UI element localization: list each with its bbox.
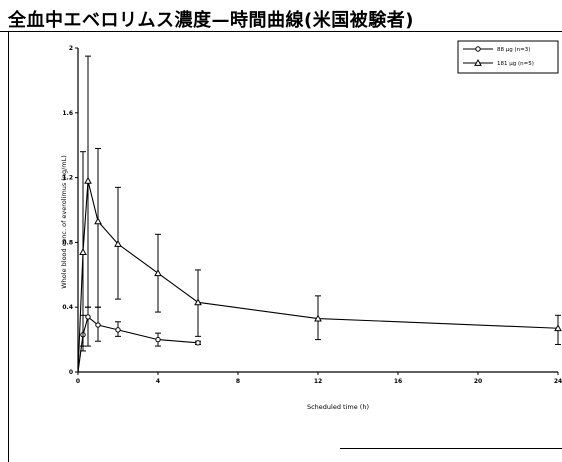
data-point bbox=[85, 314, 91, 320]
x-tick-label: 20 bbox=[474, 378, 482, 385]
data-point bbox=[115, 327, 121, 333]
y-tick-label: 0 bbox=[69, 369, 73, 376]
data-point bbox=[554, 324, 562, 332]
data-point bbox=[79, 248, 87, 256]
data-point bbox=[314, 314, 322, 322]
legend-item: 88 µg (n=3) bbox=[463, 46, 530, 53]
data-point bbox=[155, 336, 161, 343]
legend-box bbox=[457, 40, 559, 74]
frame-border-bottom bbox=[340, 448, 562, 449]
y-tick-label: 0.8 bbox=[62, 239, 73, 246]
data-point bbox=[194, 298, 202, 306]
data-point bbox=[84, 176, 92, 184]
legend-label: 88 µg (n=3) bbox=[497, 47, 530, 53]
legend-label: 181 µg (n=5) bbox=[497, 61, 534, 67]
x-tick-label: 12 bbox=[314, 378, 322, 385]
data-point bbox=[94, 217, 102, 225]
axes: 0 4 8 12 16 20 24 0 0.4 0.8 1.2 1.6 2 bbox=[62, 45, 562, 385]
x-axis-label: Scheduled time (h) bbox=[307, 403, 369, 411]
series-line bbox=[77, 180, 559, 373]
legend-swatch-marker bbox=[474, 58, 482, 66]
y-tick-label: 1.6 bbox=[62, 110, 73, 117]
series-layer bbox=[77, 55, 562, 373]
x-tick-label: 24 bbox=[554, 378, 562, 385]
legend-swatch-marker bbox=[475, 46, 481, 52]
title-bar: 全血中エベロリムス濃度—時間曲線(米国被験者) bbox=[0, 0, 562, 32]
y-axis-label: Whole blood conc. of everolimus (ng/mL) bbox=[60, 155, 68, 289]
frame-border-left bbox=[8, 32, 9, 462]
y-tick-label: 2 bbox=[69, 45, 73, 52]
y-tick-label: 0.4 bbox=[62, 304, 73, 311]
x-tick-label: 8 bbox=[236, 378, 240, 385]
data-point bbox=[95, 322, 101, 328]
series-2 bbox=[77, 55, 562, 373]
page-title: 全血中エベロリムス濃度—時間曲線(米国被験者) bbox=[8, 10, 414, 31]
y-tick-label: 1.2 bbox=[62, 175, 73, 182]
x-tick-label: 16 bbox=[394, 378, 402, 385]
data-point bbox=[195, 340, 201, 346]
data-point bbox=[154, 269, 162, 277]
x-tick-label: 4 bbox=[156, 378, 160, 385]
legend-item: 181 µg (n=5) bbox=[463, 58, 534, 67]
legend: 88 µg (n=3) 181 µg (n=5) bbox=[457, 40, 559, 74]
series-1 bbox=[77, 306, 201, 373]
x-tick-label: 0 bbox=[76, 378, 80, 385]
data-point bbox=[114, 239, 122, 247]
